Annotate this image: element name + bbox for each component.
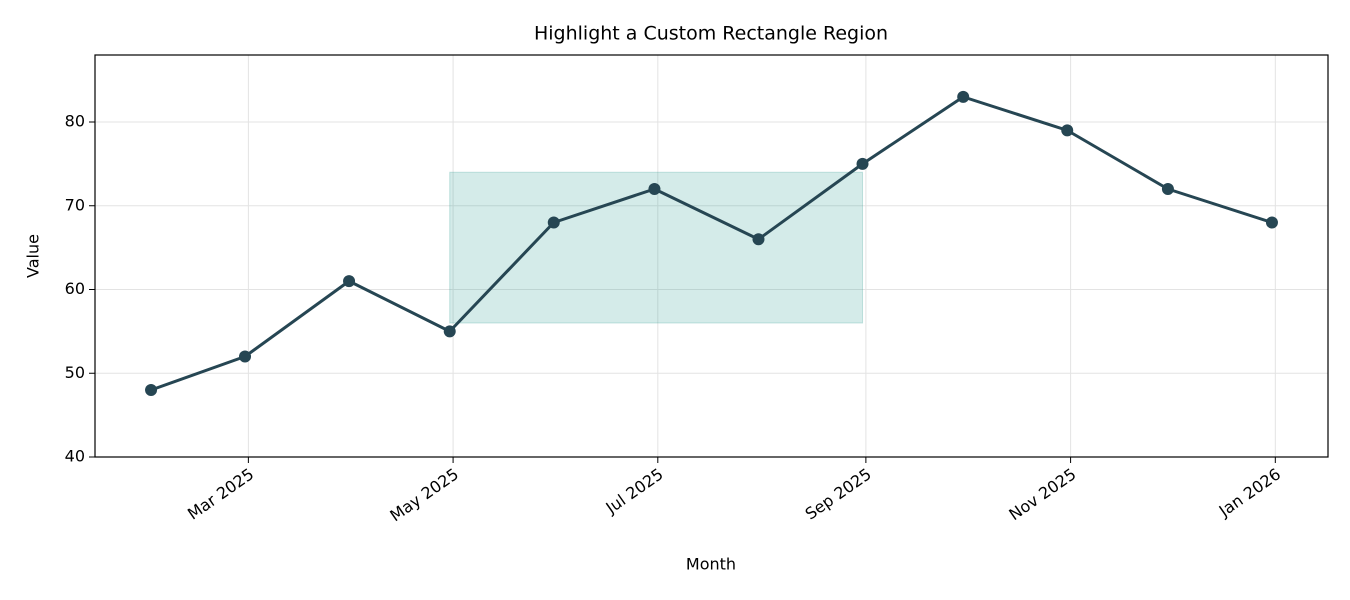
y-tick-label: 60 bbox=[65, 279, 85, 298]
chart-title: Highlight a Custom Rectangle Region bbox=[534, 23, 888, 45]
highlight-region bbox=[449, 171, 864, 324]
data-line bbox=[150, 95, 1273, 392]
x-axis-label: Month bbox=[686, 555, 736, 574]
data-point bbox=[443, 325, 456, 338]
plot-frame bbox=[94, 54, 1329, 458]
data-point bbox=[1061, 124, 1074, 137]
x-tick-label: Nov 2025 bbox=[1005, 464, 1079, 524]
data-point bbox=[752, 233, 765, 246]
data-point bbox=[145, 384, 158, 396]
x-tick-label: Jul 2025 bbox=[602, 464, 667, 517]
y-tick-label: 80 bbox=[65, 112, 85, 131]
data-point bbox=[239, 350, 252, 363]
data-point bbox=[1265, 216, 1278, 229]
data-point bbox=[856, 157, 869, 170]
x-tick-label: Jan 2026 bbox=[1215, 464, 1284, 521]
data-point bbox=[547, 216, 560, 229]
data-point bbox=[648, 183, 661, 195]
x-tick-label: May 2025 bbox=[386, 464, 462, 525]
x-tick-label: Sep 2025 bbox=[802, 464, 875, 523]
data-point bbox=[957, 90, 970, 103]
data-point bbox=[343, 275, 356, 288]
data-point bbox=[1161, 183, 1174, 195]
x-tick-label: Mar 2025 bbox=[184, 464, 257, 523]
y-tick-label: 50 bbox=[65, 363, 85, 382]
y-tick-label: 70 bbox=[65, 195, 85, 214]
y-tick-label: 40 bbox=[65, 447, 85, 466]
y-axis-label: Value bbox=[24, 234, 43, 278]
